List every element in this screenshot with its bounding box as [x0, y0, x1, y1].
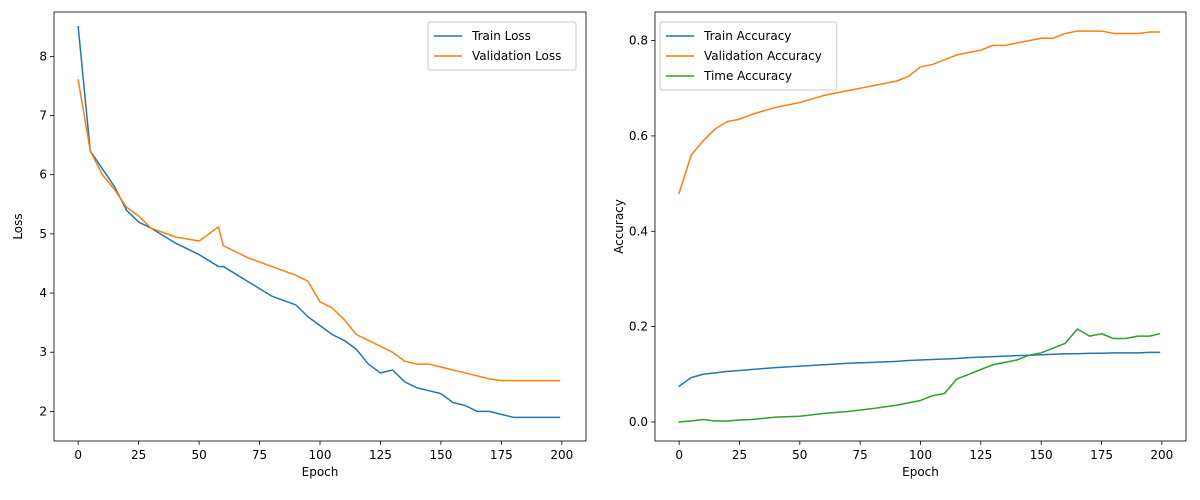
- series-line-1: [678, 30, 1161, 195]
- legend-label: Validation Loss: [472, 49, 561, 63]
- y-tick-label: 0.8: [629, 34, 648, 48]
- series-lines: [678, 30, 1161, 423]
- legend-label: Validation Accuracy: [704, 49, 822, 63]
- x-axis-label: Epoch: [902, 465, 939, 479]
- x-tick-label: 200: [550, 448, 573, 462]
- y-axis-label: Loss: [11, 213, 25, 239]
- x-tick-label: 0: [74, 448, 82, 462]
- x-tick-label: 175: [1090, 448, 1113, 462]
- y-tick-label: 5: [39, 227, 47, 241]
- x-tick-label: 0: [675, 448, 683, 462]
- x-tick-label: 50: [792, 448, 807, 462]
- x-tick-label: 200: [1150, 448, 1173, 462]
- y-axis-label: Accuracy: [612, 199, 626, 254]
- y-tick-label: 3: [39, 345, 47, 359]
- loss-chart: 0 25 50 75 100 125 150 175 200 2 3 4 5 6 7 8 Epoch Loss Tr…: [11, 11, 587, 479]
- series-line-0: [678, 351, 1161, 388]
- legend-label: Train Loss: [471, 29, 531, 43]
- series-line-1: [77, 79, 561, 382]
- legend-box: [659, 21, 838, 91]
- legend-label: Time Accuracy: [703, 69, 792, 83]
- x-tick-label: 100: [909, 448, 932, 462]
- x-tick-label: 125: [369, 448, 392, 462]
- y-tick-label: 8: [39, 49, 47, 63]
- y-tick-label: 6: [39, 168, 47, 182]
- legend: Train Accuracy Validation Accuracy Time Ac…: [659, 21, 838, 91]
- x-tick-label: 175: [490, 448, 513, 462]
- x-tick-label: 25: [732, 448, 747, 462]
- y-tick-label: 0.4: [629, 224, 648, 238]
- y-tick-label: 0.6: [629, 129, 648, 143]
- x-tick-label: 150: [429, 448, 452, 462]
- x-tick-label: 150: [1030, 448, 1053, 462]
- y-tick-label: 0.0: [629, 415, 648, 429]
- x-tick-label: 75: [853, 448, 868, 462]
- legend-label: Train Accuracy: [703, 29, 791, 43]
- series-lines: [77, 25, 561, 419]
- x-tick-label: 125: [969, 448, 992, 462]
- series-line-2: [678, 328, 1161, 423]
- accuracy-chart: 0 25 50 75 100 125 150 175 200 0.0 0.2 0.4 0.6 0.8 Epo…: [612, 11, 1187, 479]
- y-tick-label: 7: [39, 109, 47, 123]
- x-tick-label: 75: [252, 448, 267, 462]
- y-tick-label: 2: [39, 404, 47, 418]
- legend-box: [427, 21, 577, 71]
- x-tick-label: 25: [131, 448, 146, 462]
- legend: Train Loss Validation Loss: [427, 21, 577, 71]
- x-tick-label: 50: [191, 448, 206, 462]
- x-tick-label: 100: [309, 448, 332, 462]
- y-tick-label: 0.2: [629, 320, 648, 334]
- y-tick-label: 4: [39, 286, 47, 300]
- x-axis-label: Epoch: [302, 465, 339, 479]
